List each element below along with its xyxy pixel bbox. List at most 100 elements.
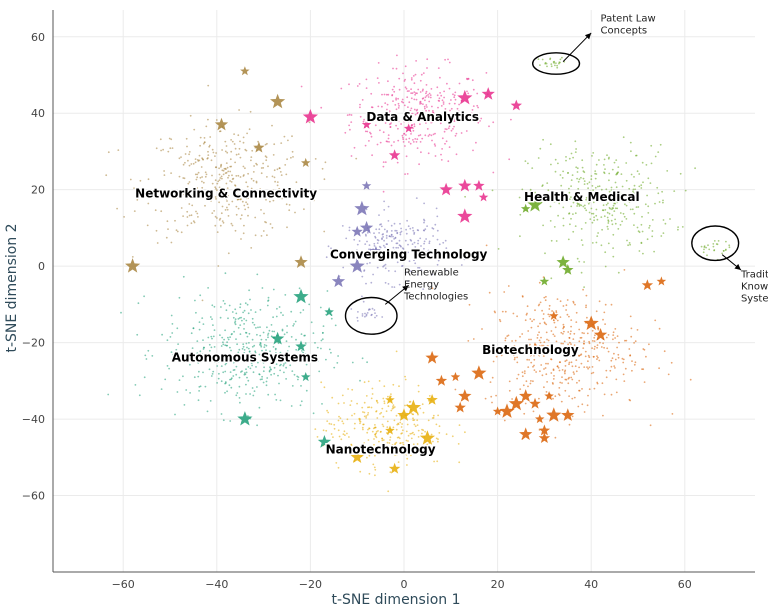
- scatter-point: [267, 191, 270, 194]
- scatter-point: [377, 62, 380, 64]
- scatter-point: [216, 182, 219, 185]
- scatter-point: [402, 449, 405, 452]
- scatter-point: [260, 338, 263, 341]
- scatter-point: [410, 437, 413, 440]
- scatter-point: [136, 199, 139, 201]
- scatter-point: [422, 97, 425, 99]
- scatter-point: [400, 123, 402, 125]
- scatter-point: [262, 361, 265, 364]
- scatter-point: [651, 235, 654, 238]
- scatter-point: [604, 251, 607, 254]
- scatter-point: [374, 424, 376, 426]
- scatter-point: [378, 451, 381, 453]
- scatter-point: [630, 150, 632, 153]
- scatter-point: [411, 249, 413, 252]
- scatter-point: [423, 240, 426, 243]
- outlier-point: [555, 62, 557, 64]
- scatter-point: [543, 386, 545, 389]
- scatter-point: [287, 139, 289, 142]
- scatter-point: [562, 323, 565, 326]
- scatter-point: [266, 234, 268, 237]
- scatter-point: [656, 186, 659, 189]
- scatter-point: [430, 433, 433, 436]
- scatter-point: [375, 430, 378, 433]
- scatter-point: [526, 358, 529, 361]
- scatter-point: [393, 238, 395, 240]
- scatter-point: [144, 354, 147, 357]
- scatter-point: [137, 302, 140, 305]
- scatter-point: [588, 200, 590, 203]
- scatter-point: [410, 454, 412, 457]
- scatter-point: [399, 421, 402, 424]
- scatter-point: [467, 78, 470, 80]
- scatter-point: [542, 224, 544, 227]
- scatter-point: [573, 373, 575, 375]
- scatter-point: [608, 212, 611, 215]
- scatter-point: [416, 273, 419, 276]
- scatter-point: [386, 243, 388, 246]
- scatter-point: [558, 369, 561, 372]
- scatter-point: [604, 303, 607, 306]
- scatter-point: [337, 419, 340, 422]
- scatter-point: [187, 182, 190, 185]
- scatter-point: [275, 399, 278, 401]
- scatter-point: [667, 373, 670, 376]
- scatter-point: [313, 199, 315, 202]
- scatter-point: [651, 219, 654, 221]
- scatter-point: [593, 387, 596, 390]
- scatter-point: [570, 330, 572, 333]
- scatter-point: [231, 140, 234, 143]
- scatter-point: [205, 173, 208, 176]
- scatter-point: [593, 348, 596, 350]
- scatter-point: [394, 443, 396, 446]
- scatter-point: [368, 244, 371, 247]
- scatter-point: [669, 218, 671, 220]
- scatter-point: [574, 225, 577, 228]
- scatter-point: [289, 364, 292, 367]
- scatter-point: [199, 144, 202, 147]
- scatter-point: [539, 301, 542, 304]
- scatter-point: [530, 338, 532, 341]
- scatter-point: [437, 414, 439, 417]
- scatter-point: [410, 77, 413, 79]
- scatter-point: [604, 323, 606, 325]
- scatter-point: [224, 391, 226, 394]
- scatter-point: [622, 358, 625, 361]
- scatter-point: [243, 309, 246, 312]
- scatter-point: [373, 245, 376, 247]
- scatter-point: [376, 143, 379, 146]
- scatter-point: [530, 361, 533, 364]
- concept-star: [529, 397, 541, 409]
- scatter-point: [229, 170, 232, 173]
- scatter-point: [361, 448, 364, 450]
- scatter-point: [606, 225, 609, 228]
- scatter-point: [249, 298, 251, 301]
- scatter-point: [562, 342, 564, 345]
- scatter-point: [437, 440, 439, 443]
- scatter-point: [576, 202, 579, 205]
- scatter-point: [199, 176, 202, 179]
- scatter-point: [384, 251, 387, 254]
- scatter-point: [382, 131, 385, 134]
- scatter-point: [392, 383, 395, 386]
- scatter-point: [204, 204, 206, 207]
- scatter-point: [610, 219, 613, 222]
- scatter-point: [395, 229, 398, 232]
- outlier-point: [374, 312, 376, 314]
- scatter-point: [220, 175, 223, 178]
- scatter-point: [275, 355, 278, 357]
- scatter-point: [183, 186, 186, 189]
- scatter-point: [358, 240, 361, 242]
- scatter-point: [243, 318, 246, 320]
- scatter-point: [374, 468, 377, 471]
- scatter-point: [396, 261, 399, 264]
- y-tick-label: 20: [31, 184, 45, 197]
- scatter-point: [606, 211, 609, 214]
- scatter-point: [568, 361, 571, 364]
- scatter-point: [649, 424, 652, 427]
- scatter-point: [386, 231, 388, 233]
- scatter-point: [295, 181, 298, 184]
- scatter-point: [615, 378, 618, 381]
- scatter-point: [279, 351, 282, 354]
- scatter-point: [232, 361, 235, 364]
